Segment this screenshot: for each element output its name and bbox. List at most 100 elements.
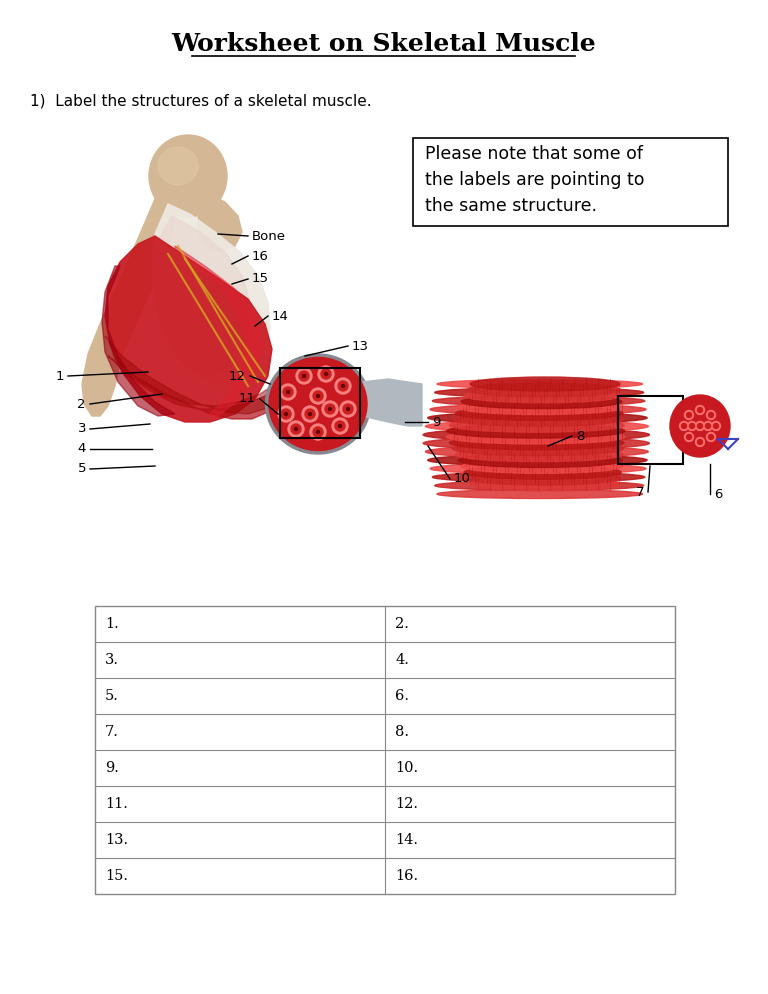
Ellipse shape [149, 135, 227, 217]
Ellipse shape [432, 472, 645, 482]
Ellipse shape [455, 407, 623, 420]
Text: 2: 2 [78, 398, 86, 411]
Text: 9: 9 [432, 415, 440, 428]
Ellipse shape [435, 481, 644, 490]
Ellipse shape [340, 401, 356, 417]
Polygon shape [102, 266, 175, 416]
Ellipse shape [470, 377, 620, 391]
Ellipse shape [703, 421, 713, 430]
Ellipse shape [316, 395, 319, 398]
Ellipse shape [325, 373, 327, 376]
Ellipse shape [697, 408, 703, 413]
Ellipse shape [446, 430, 624, 444]
Bar [280, 368, 360, 438]
Ellipse shape [296, 368, 312, 384]
Ellipse shape [449, 435, 624, 450]
Ellipse shape [310, 388, 326, 404]
Ellipse shape [697, 439, 703, 444]
Polygon shape [362, 379, 422, 426]
Ellipse shape [269, 358, 367, 450]
Ellipse shape [286, 391, 290, 394]
Ellipse shape [339, 424, 342, 427]
Polygon shape [108, 356, 288, 419]
Ellipse shape [467, 383, 621, 397]
Ellipse shape [449, 418, 624, 432]
Ellipse shape [318, 366, 334, 382]
Ellipse shape [696, 406, 704, 414]
Ellipse shape [266, 354, 370, 454]
Text: 1)  Label the structures of a skeletal muscle.: 1) Label the structures of a skeletal mu… [30, 93, 372, 108]
Text: 8: 8 [576, 429, 584, 442]
Text: 12.: 12. [395, 797, 418, 811]
Bar [95, 606, 675, 894]
Polygon shape [198, 194, 242, 252]
Ellipse shape [428, 454, 647, 466]
Ellipse shape [455, 447, 623, 461]
Text: 5: 5 [78, 462, 86, 475]
Ellipse shape [291, 424, 301, 434]
Text: 16: 16 [252, 249, 269, 262]
Ellipse shape [158, 147, 198, 185]
Ellipse shape [321, 369, 331, 379]
Ellipse shape [309, 413, 312, 415]
Text: 8.: 8. [395, 725, 409, 739]
Ellipse shape [322, 401, 338, 417]
Text: Please note that some of
the labels are pointing to
the same structure.: Please note that some of the labels are … [425, 145, 644, 215]
Ellipse shape [687, 421, 697, 430]
Text: 11.: 11. [105, 797, 128, 811]
Text: 11: 11 [239, 393, 256, 406]
Ellipse shape [464, 465, 621, 479]
Ellipse shape [284, 413, 287, 415]
Ellipse shape [278, 406, 294, 422]
Ellipse shape [338, 381, 348, 391]
Ellipse shape [425, 445, 648, 457]
Ellipse shape [452, 441, 624, 455]
Ellipse shape [446, 424, 624, 438]
Polygon shape [105, 236, 272, 422]
Ellipse shape [435, 388, 644, 398]
Polygon shape [82, 199, 178, 416]
Ellipse shape [706, 423, 710, 428]
Ellipse shape [280, 384, 296, 400]
Text: 7.: 7. [105, 725, 119, 739]
Text: 12: 12 [229, 370, 246, 383]
Ellipse shape [680, 421, 688, 430]
Text: 15.: 15. [105, 869, 128, 883]
Ellipse shape [302, 406, 318, 422]
Text: 7: 7 [635, 485, 644, 499]
Ellipse shape [343, 404, 353, 414]
Ellipse shape [452, 413, 624, 426]
Ellipse shape [696, 437, 704, 446]
Ellipse shape [305, 409, 315, 419]
Polygon shape [155, 216, 250, 376]
Text: 9.: 9. [105, 761, 119, 775]
Ellipse shape [470, 477, 620, 491]
Text: Bone: Bone [252, 230, 286, 243]
Text: 16.: 16. [395, 869, 418, 883]
Ellipse shape [288, 421, 304, 437]
Ellipse shape [310, 424, 326, 440]
Ellipse shape [437, 380, 643, 389]
Ellipse shape [283, 387, 293, 397]
Ellipse shape [697, 423, 703, 428]
Polygon shape [152, 204, 270, 386]
Ellipse shape [294, 427, 297, 430]
Bar [618, 396, 683, 464]
Ellipse shape [423, 428, 650, 441]
Ellipse shape [425, 420, 648, 432]
Ellipse shape [335, 421, 345, 431]
Ellipse shape [709, 413, 713, 417]
Text: 5.: 5. [105, 689, 119, 703]
Ellipse shape [313, 391, 323, 401]
Ellipse shape [467, 471, 621, 485]
Ellipse shape [707, 432, 716, 441]
Ellipse shape [437, 489, 643, 499]
Text: 14.: 14. [395, 833, 418, 847]
Text: 13.: 13. [105, 833, 128, 847]
Ellipse shape [430, 463, 646, 474]
Ellipse shape [329, 408, 332, 411]
Ellipse shape [709, 434, 713, 439]
Text: 3.: 3. [105, 653, 119, 667]
Ellipse shape [684, 432, 694, 441]
Text: 13: 13 [352, 340, 369, 353]
